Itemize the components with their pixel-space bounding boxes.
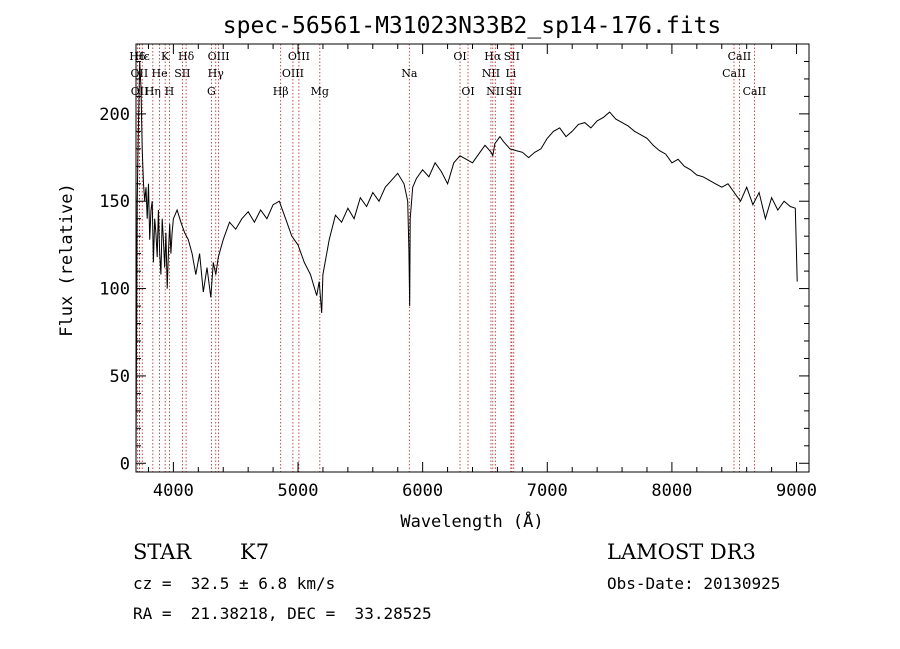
spectrum-line <box>135 61 798 460</box>
y-tick-label: 100 <box>99 280 130 300</box>
y-axis: 0 50 100 150 200 <box>99 60 809 474</box>
x-axis-label: Wavelength (Å) <box>400 510 543 532</box>
x-tick-label: 4000 <box>153 481 194 501</box>
x-tick-label: 8000 <box>651 481 692 501</box>
line-marker-label: OIII <box>282 67 304 80</box>
coordinates-text: RA = 21.38218, DEC = 33.28525 <box>133 604 432 623</box>
y-tick-label: 0 <box>120 454 130 474</box>
line-marker-label: OIII <box>288 50 310 63</box>
line-marker-label: Hγ <box>208 67 225 80</box>
redshift-text: cz = 32.5 ± 6.8 km/s <box>133 574 336 593</box>
line-marker-label: SII <box>174 67 190 80</box>
line-marker-label: G <box>207 85 216 98</box>
line-marker-label: OI <box>453 50 466 63</box>
x-axis: 4000 5000 6000 7000 8000 9000 <box>147 44 817 501</box>
line-marker-label: K <box>161 50 170 63</box>
object-class: STAR <box>133 540 192 564</box>
plot-frame <box>135 43 810 473</box>
line-marker-label: Li <box>505 67 516 80</box>
line-marker-label: Na <box>401 67 418 80</box>
chart-title: spec-56561-M31023N33B2_sp14-176.fits <box>223 13 722 39</box>
x-tick-label: 5000 <box>278 481 319 501</box>
line-marker-label: H <box>165 85 175 98</box>
obs-date: Obs-Date: 20130925 <box>607 574 781 593</box>
survey-label: LAMOST DR3 <box>607 540 756 564</box>
line-marker-label: NII <box>486 85 504 98</box>
line-marker-label: CaII <box>722 67 746 80</box>
line-marker-label: He <box>152 67 168 80</box>
y-axis-label: Flux (relative) <box>57 183 77 337</box>
line-marker-label: H6 <box>129 50 146 63</box>
x-tick-label: 9000 <box>776 481 817 501</box>
line-marker-label: CaII <box>743 85 767 98</box>
line-marker-label: SII <box>506 85 522 98</box>
line-marker-label: NII <box>482 67 500 80</box>
line-marker-label: Hη <box>145 85 161 98</box>
line-marker-label: OIII <box>208 50 230 63</box>
x-tick-label: 6000 <box>402 481 443 501</box>
line-marker-label: OII <box>131 85 149 98</box>
y-tick-label: 150 <box>99 192 130 212</box>
line-marker-label: Hα <box>484 50 502 63</box>
line-marker-label: OI <box>461 85 474 98</box>
line-marker-label: Hδ <box>178 50 195 63</box>
object-subclass: K7 <box>240 540 270 564</box>
line-marker-label: Mg <box>311 85 329 98</box>
line-marker-label: CaII <box>728 50 752 63</box>
line-marker-label: Hε <box>135 50 151 63</box>
line-marker-label: Hβ <box>273 85 289 98</box>
x-tick-label: 7000 <box>527 481 568 501</box>
line-marker-label: SII <box>504 50 520 63</box>
y-tick-label: 50 <box>110 367 130 387</box>
y-tick-label: 200 <box>99 105 130 125</box>
